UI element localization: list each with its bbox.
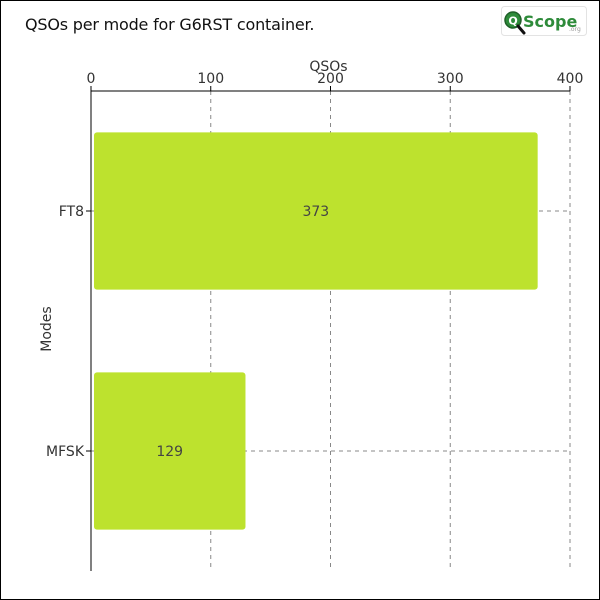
qscope-logo: Q Scope .org — [501, 6, 587, 36]
x-tick-label: 300 — [437, 71, 464, 87]
x-axis-title: QSOs — [309, 59, 347, 75]
svg-text:Q: Q — [508, 15, 517, 28]
x-tick-label: 100 — [197, 71, 224, 87]
y-tick-label: MFSK — [46, 444, 85, 460]
data-label: 129 — [156, 444, 183, 460]
y-tick-label: FT8 — [59, 204, 84, 220]
x-tick-label: 0 — [87, 71, 96, 87]
y-axis-title: Modes — [39, 306, 55, 351]
x-tick-label: 400 — [557, 71, 584, 87]
bar — [94, 132, 538, 290]
svg-text:Scope: Scope — [523, 12, 577, 31]
svg-text:.org: .org — [569, 26, 581, 33]
bar — [94, 372, 246, 530]
data-label: 373 — [302, 204, 329, 220]
x-tick-label: 200 — [317, 71, 344, 87]
chart-title: QSOs per mode for G6RST container. — [25, 15, 315, 34]
